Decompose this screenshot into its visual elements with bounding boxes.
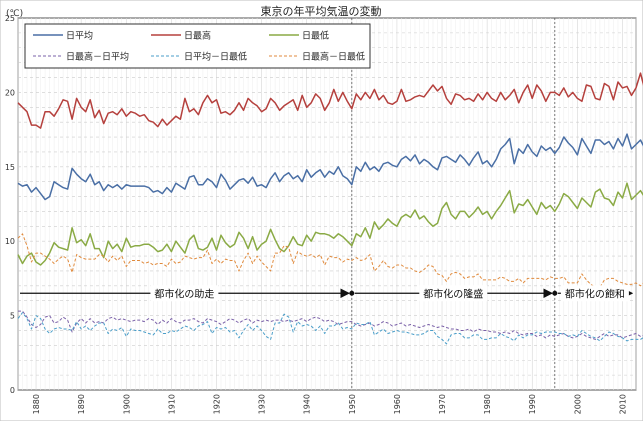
legend-label-0: 日平均 <box>66 30 93 42</box>
x-tick-label: 1940 <box>303 394 312 414</box>
legend-box <box>24 23 371 69</box>
x-tick-label: 2010 <box>618 394 627 414</box>
x-tick-label: 1970 <box>438 394 447 414</box>
series-line-4 <box>17 312 643 345</box>
axis-layer: 0 5 10 15 20 25 1880 1890 1900 1910 1920 1930 1940 19… <box>5 14 628 414</box>
period-start-dot <box>552 290 558 296</box>
x-tick-label: 1910 <box>167 394 176 414</box>
legend-label-5: 日最高－日最低 <box>302 51 365 63</box>
period-label-bg <box>560 285 629 302</box>
y-tick-label: 10 <box>5 237 15 246</box>
period-label: 都市化の助走 <box>154 287 214 300</box>
x-tick-label: 1960 <box>393 394 402 414</box>
series-line-0 <box>17 133 643 201</box>
series-line-3 <box>18 310 643 340</box>
x-tick-label: 1930 <box>258 394 267 414</box>
legend-label-4: 日平均－日最低 <box>184 51 247 63</box>
x-tick-label: 1920 <box>212 394 221 414</box>
x-tick-label: 1900 <box>122 394 131 414</box>
period-label-bg <box>419 285 488 302</box>
series-layer <box>17 72 643 345</box>
x-tick-label: 1950 <box>348 394 357 414</box>
series-line-1 <box>17 72 643 129</box>
x-tick-label: 2000 <box>573 394 582 414</box>
annotation-layer: 都市化の助走 都市化の隆盛 都市化の飽和 <box>20 285 634 302</box>
series-line-2 <box>17 182 643 266</box>
y-axis-unit: (℃) <box>6 9 23 19</box>
y-tick-label: 15 <box>5 163 15 172</box>
x-tick-label: 1880 <box>32 394 41 414</box>
period-label: 都市化の飽和 <box>565 287 625 300</box>
legend-label-2: 日最低 <box>302 30 329 42</box>
legend-label-1: 日最高 <box>184 30 211 42</box>
period-start-dot <box>349 290 355 296</box>
x-tick-label: 1990 <box>528 394 537 414</box>
chart-title: 東京の年平均気温の変動 <box>261 4 382 18</box>
series-line-5 <box>17 233 643 288</box>
legend-label-3: 日最高－日平均 <box>66 51 129 63</box>
x-tick-label: 1890 <box>77 394 86 414</box>
y-tick-label: 20 <box>5 88 15 97</box>
y-tick-label: 25 <box>5 14 15 23</box>
y-tick-label: 5 <box>10 312 15 321</box>
x-tick-label: 1980 <box>483 394 492 414</box>
period-label: 都市化の隆盛 <box>423 287 483 300</box>
period-label-bg <box>150 285 219 302</box>
y-tick-label: 0 <box>10 386 15 395</box>
